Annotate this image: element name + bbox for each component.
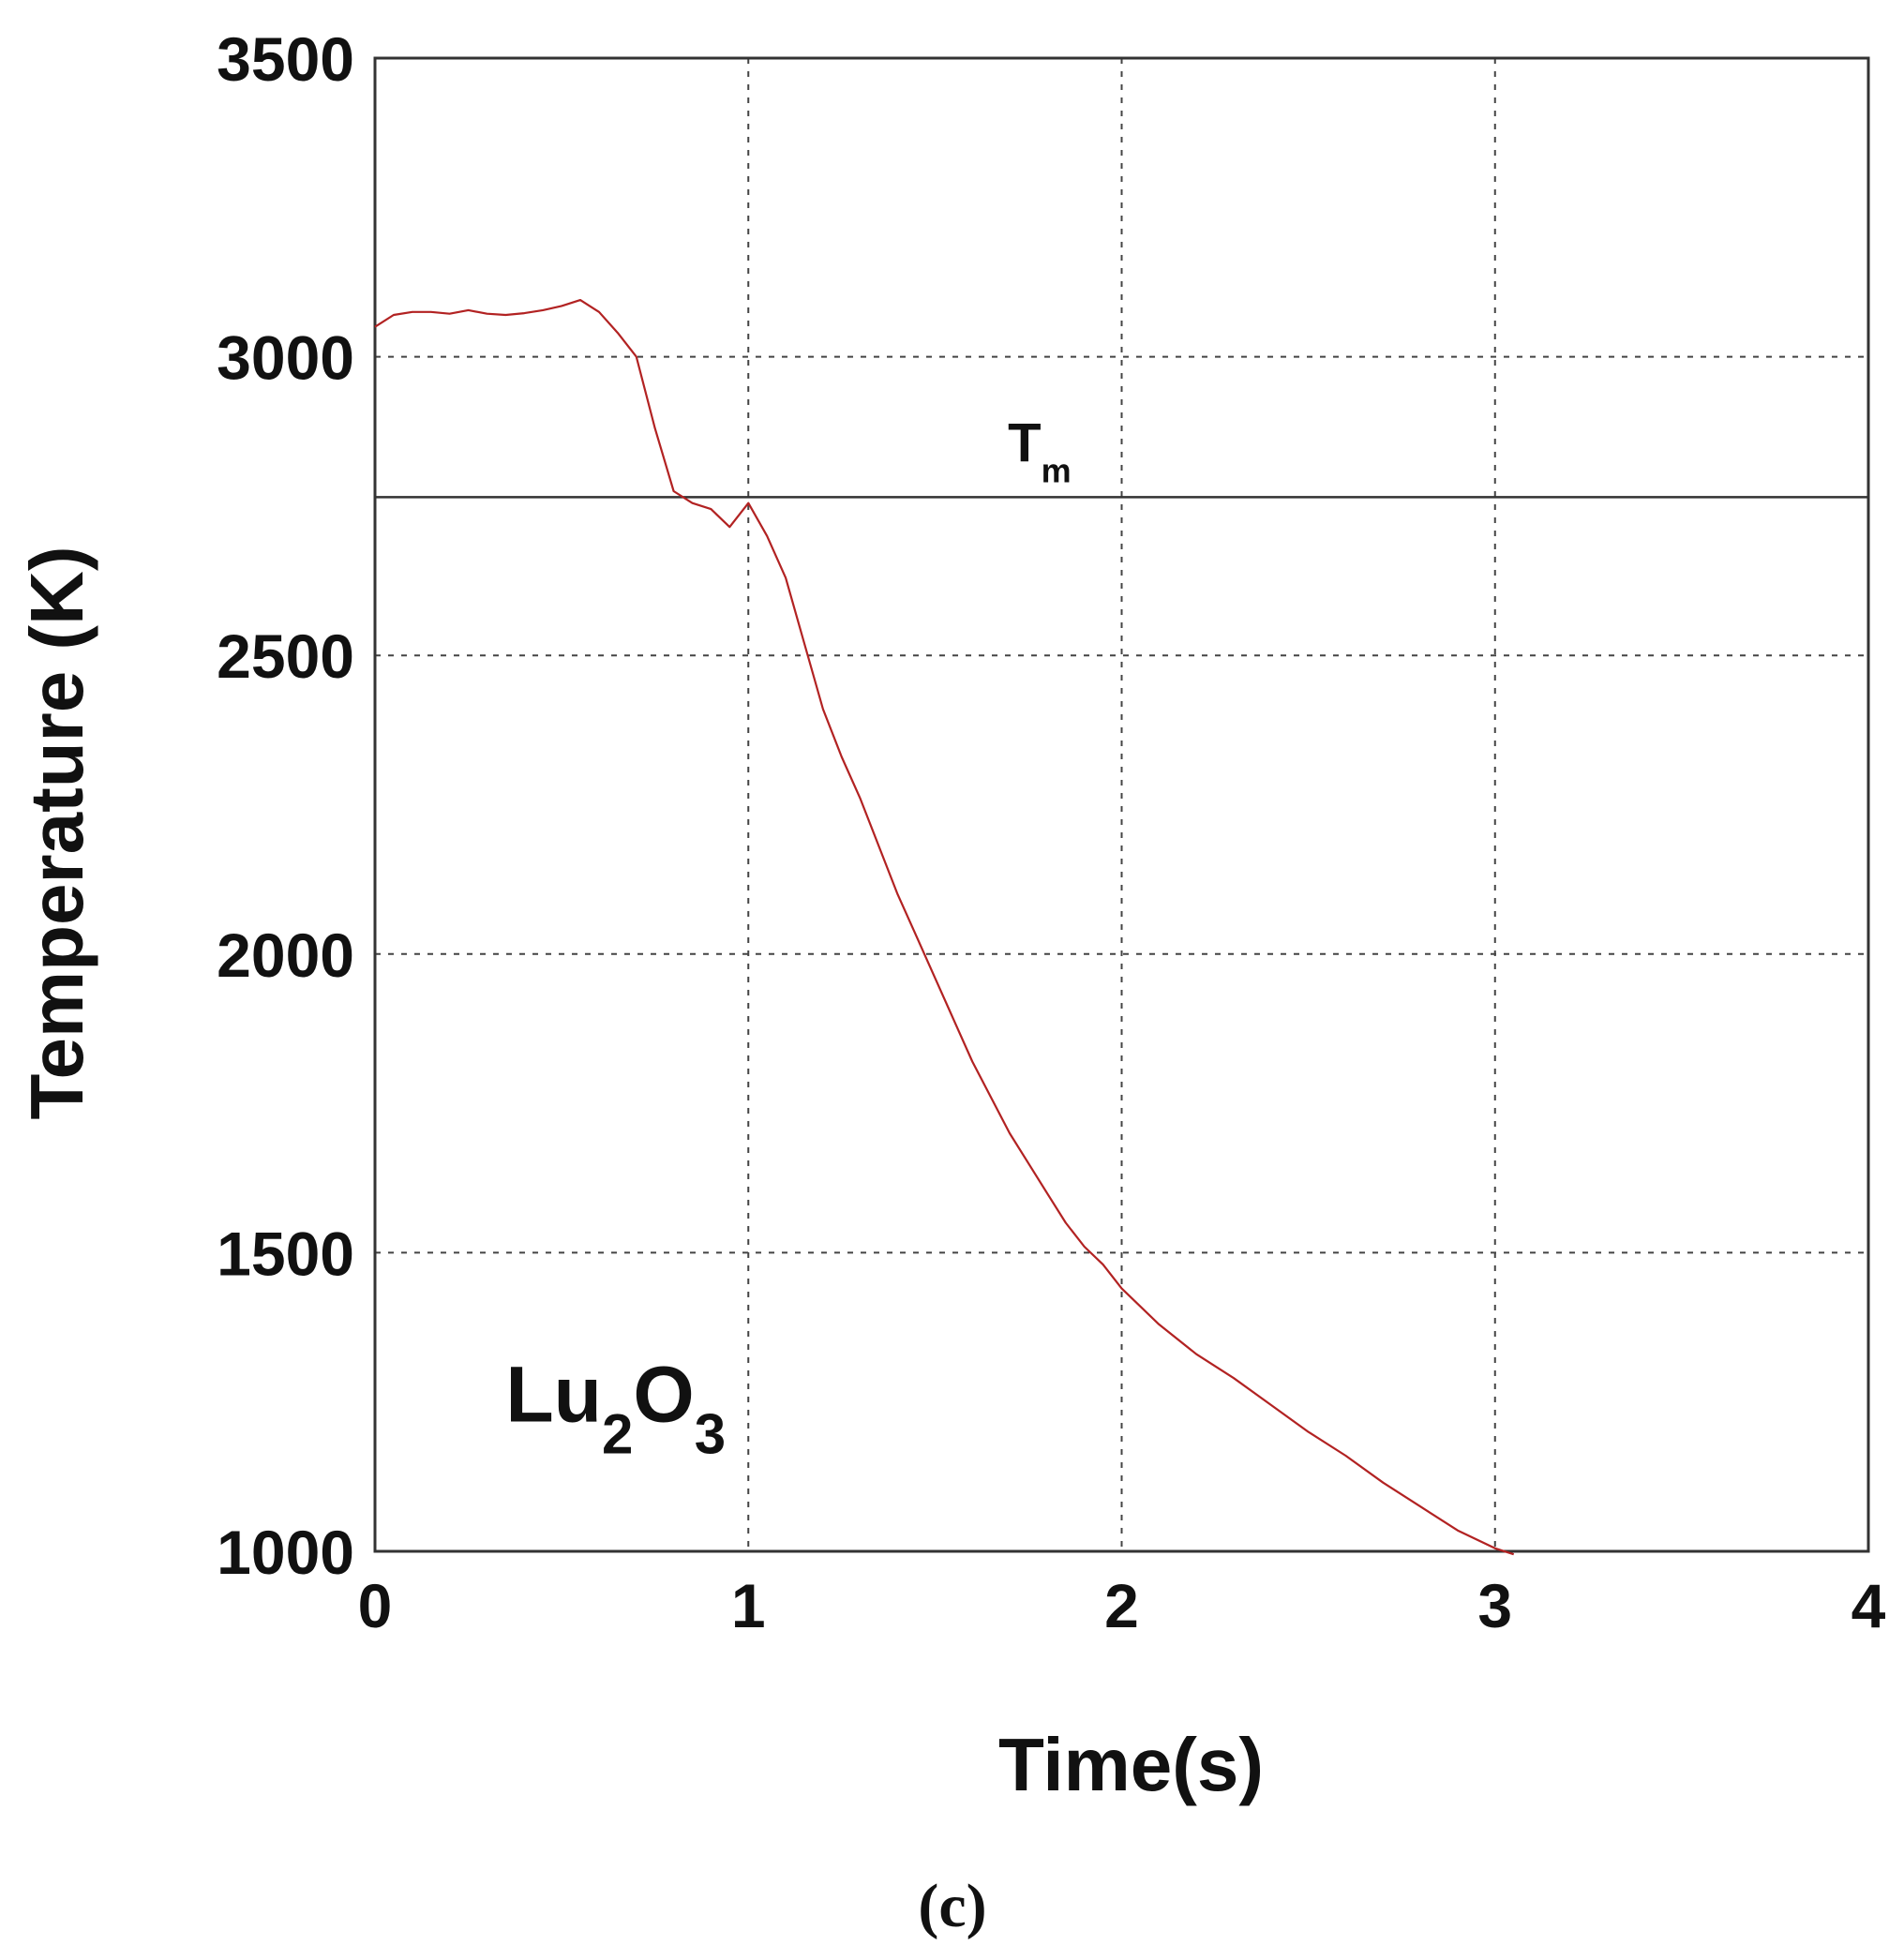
x-tick-labels: 0 1 2 3 4 bbox=[358, 1571, 1886, 1640]
x-tick-label-0: 0 bbox=[358, 1571, 393, 1640]
y-tick-label-5: 3500 bbox=[217, 24, 354, 94]
series-layer bbox=[374, 299, 1515, 1556]
grid-lines bbox=[375, 58, 1868, 1551]
compound-part-lu: Lu bbox=[505, 1351, 602, 1439]
y-tick-label-1: 1500 bbox=[217, 1219, 354, 1288]
x-tick-label-4: 4 bbox=[1852, 1571, 1886, 1640]
series-line-0 bbox=[374, 299, 1515, 1556]
panel-label: (c) bbox=[918, 1872, 986, 1940]
plot-frame bbox=[373, 56, 1870, 1553]
x-tick-label-1: 1 bbox=[731, 1571, 766, 1640]
compound-subscript-3: 3 bbox=[695, 1403, 726, 1466]
melting-point-label: Tm bbox=[1008, 412, 1071, 489]
y-axis-title: Temperature (K) bbox=[15, 546, 98, 1120]
y-tick-label-0: 1000 bbox=[217, 1518, 354, 1587]
x-tick-label-3: 3 bbox=[1477, 1571, 1512, 1640]
melting-point-subscript: m bbox=[1042, 451, 1072, 489]
y-tick-label-2: 2000 bbox=[217, 920, 354, 990]
y-tick-label-4: 3000 bbox=[217, 323, 354, 393]
melting-point-symbol: T bbox=[1008, 412, 1041, 473]
x-tick-label-2: 2 bbox=[1104, 1571, 1139, 1640]
y-tick-labels: 1000 1500 2000 2500 3000 3500 bbox=[217, 24, 354, 1587]
y-tick-label-3: 2500 bbox=[217, 621, 354, 691]
x-axis-title: Time(s) bbox=[998, 1723, 1264, 1806]
compound-label: Lu2O3 bbox=[505, 1351, 726, 1466]
compound-part-o: O bbox=[633, 1351, 694, 1439]
compound-subscript-2: 2 bbox=[602, 1403, 633, 1466]
